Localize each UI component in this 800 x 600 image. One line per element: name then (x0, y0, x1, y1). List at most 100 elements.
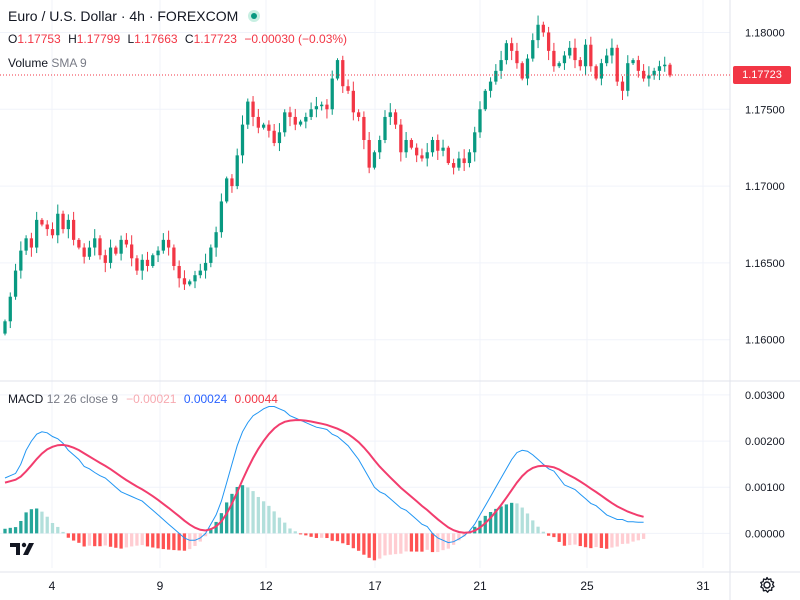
macd-histogram-bar (462, 533, 466, 537)
macd-histogram-bar (61, 531, 65, 534)
candle-body (77, 239, 81, 248)
macd-histogram-bar (309, 533, 313, 537)
macd-histogram-bar (124, 533, 129, 548)
candle-body (235, 155, 239, 187)
macd-histogram-bar (578, 533, 582, 547)
macd-histogram-bar (108, 533, 113, 547)
macd-histogram-value: −0.00021 (126, 392, 177, 406)
candle-body (341, 60, 345, 87)
close-value: 1.17723 (193, 32, 237, 46)
price-tick-label: 1.17000 (745, 181, 785, 193)
candle-body (420, 155, 424, 159)
macd-histogram-bar (531, 520, 535, 534)
macd-params: 12 26 close 9 (46, 392, 119, 406)
tradingview-logo-icon[interactable] (8, 538, 38, 560)
candle-body (3, 321, 7, 334)
candle-body (388, 112, 392, 117)
macd-histogram-bar (288, 528, 292, 534)
macd-histogram-bar (193, 533, 197, 546)
symbol-title[interactable]: Euro / U.S. Dollar · 4h · FOREXCOM (8, 8, 261, 24)
macd-tick-label: 0.00200 (745, 436, 785, 448)
macd-histogram-bar (156, 533, 160, 549)
macd-histogram-bar (420, 533, 424, 552)
macd-histogram-bar (451, 533, 456, 545)
macd-histogram-bar (8, 527, 12, 534)
candle-body (356, 112, 361, 117)
macd-histogram-bar (103, 533, 107, 546)
candle-body (161, 239, 165, 251)
candle-body (19, 250, 23, 271)
candle-body (13, 270, 18, 297)
macd-histogram-bar (267, 505, 271, 534)
close-label: C (184, 32, 194, 46)
candle-body (193, 275, 197, 282)
candle-body (557, 63, 561, 67)
macd-value: 0.00024 (183, 392, 228, 406)
macd-histogram-bar (409, 533, 414, 552)
macd-histogram-bar (415, 533, 419, 552)
candle-body (40, 219, 44, 225)
candle-body (657, 66, 662, 71)
candle-body (583, 44, 588, 67)
candle-body (330, 78, 334, 110)
candle-body (573, 47, 577, 61)
candle-body (663, 64, 667, 67)
low-label: L (127, 32, 135, 46)
macd-histogram-bar (182, 533, 187, 551)
macd-histogram-bar (356, 533, 361, 551)
time-tick-label: 12 (259, 579, 273, 593)
candle-body (61, 213, 65, 230)
candle-body (594, 66, 598, 79)
macd-histogram-bar (3, 528, 7, 534)
candle-body (362, 116, 366, 140)
candle-body (367, 139, 371, 168)
macd-histogram-bar (483, 515, 487, 534)
candle-body (541, 24, 545, 33)
candle-body (114, 247, 118, 254)
macd-tick-label: 0.00000 (745, 528, 785, 540)
candle-body (50, 229, 55, 236)
candle-body (272, 130, 276, 144)
candle-body (520, 63, 524, 79)
candle-body (225, 178, 229, 202)
time-tick-label: 31 (696, 579, 710, 593)
volume-legend[interactable]: Volume SMA 9 (8, 56, 87, 70)
macd-histogram-bar (240, 485, 245, 534)
macd-histogram-bar (140, 533, 144, 546)
candle-body (483, 90, 487, 110)
macd-histogram-bar (399, 533, 403, 554)
macd-legend[interactable]: MACD 12 26 close 9 −0.00021 0.00024 0.000… (8, 392, 278, 406)
candle-body (8, 296, 12, 322)
candle-body (309, 109, 313, 117)
candle-body (29, 238, 34, 248)
macd-histogram-bar (378, 533, 382, 559)
macd-histogram-bar (314, 533, 319, 538)
gear-icon[interactable] (758, 576, 776, 594)
macd-histogram-bar (172, 533, 176, 551)
candle-body (151, 255, 155, 266)
macd-histogram-bar (388, 533, 392, 555)
macd-histogram-bar (235, 486, 239, 534)
candle-body (188, 281, 192, 285)
macd-histogram-bar (19, 520, 23, 534)
candle-body (230, 178, 234, 187)
macd-histogram-bar (552, 533, 556, 538)
candle-body (620, 81, 625, 91)
macd-histogram-bar (546, 533, 551, 536)
macd-histogram-bar (346, 533, 350, 546)
macd-histogram-bar (362, 533, 366, 555)
candle-body (166, 239, 171, 248)
candle-body (156, 250, 160, 256)
candle-body (267, 124, 271, 131)
candle-body (568, 47, 572, 56)
macd-histogram-bar (494, 508, 498, 534)
macd-histogram-bar (536, 526, 540, 534)
candle-body (441, 147, 445, 151)
candle-body (457, 158, 461, 168)
change-value: −0.00030 (−0.03%) (244, 32, 348, 46)
candle-body (668, 64, 672, 76)
candle-body (552, 50, 556, 67)
macd-histogram-bar (631, 533, 635, 542)
candle-body (636, 60, 640, 71)
